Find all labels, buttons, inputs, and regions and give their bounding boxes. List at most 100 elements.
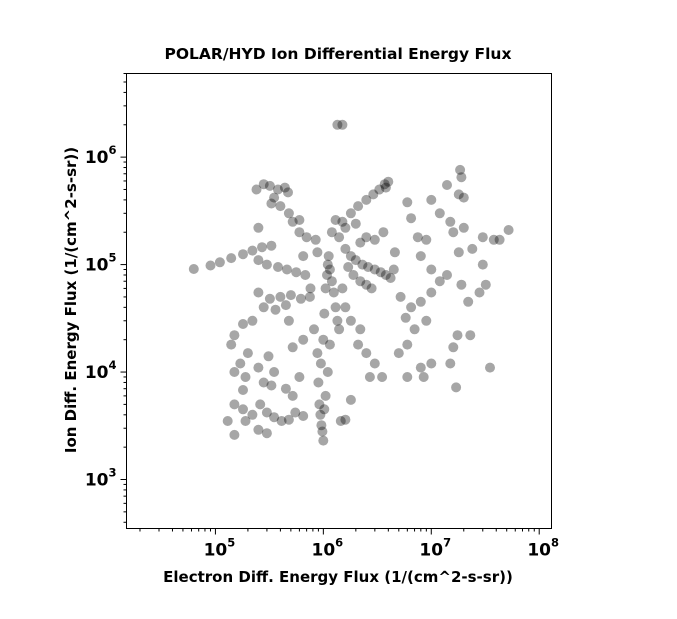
data-point <box>350 218 361 229</box>
data-point <box>226 339 237 350</box>
data-point <box>270 304 281 315</box>
data-point <box>253 255 264 266</box>
data-point <box>456 279 467 290</box>
data-point <box>378 227 389 238</box>
data-point <box>253 362 264 373</box>
plot-frame <box>126 73 552 529</box>
data-point <box>304 291 315 302</box>
data-point <box>364 372 375 382</box>
data-point <box>350 255 361 266</box>
data-point <box>445 358 456 369</box>
data-point <box>465 330 476 341</box>
data-point <box>363 262 374 272</box>
data-point <box>294 372 305 382</box>
data-point <box>315 358 326 369</box>
data-point <box>261 428 272 439</box>
data-point <box>334 232 345 243</box>
data-point <box>258 179 269 190</box>
data-point <box>273 262 283 272</box>
data-point <box>310 234 321 245</box>
y-tick-label: 105 <box>85 251 117 276</box>
data-point <box>418 372 429 382</box>
data-point <box>328 287 339 298</box>
data-point <box>395 291 406 302</box>
data-point <box>388 264 399 275</box>
data-point <box>421 234 432 245</box>
data-point <box>247 315 258 326</box>
data-point <box>406 302 417 313</box>
data-point <box>415 296 426 307</box>
data-point <box>300 270 311 280</box>
data-point <box>205 260 216 271</box>
data-point <box>283 187 293 198</box>
data-point <box>452 330 463 341</box>
data-point <box>477 259 488 270</box>
data-point <box>238 385 248 395</box>
data-point <box>238 319 248 329</box>
data-point <box>488 234 499 245</box>
data-point <box>361 348 372 359</box>
y-tick-label: 103 <box>85 466 117 491</box>
data-point <box>458 222 469 233</box>
x-minor-ticks <box>139 528 540 535</box>
data-point <box>280 300 291 311</box>
data-point <box>369 358 380 369</box>
data-point <box>494 234 505 245</box>
data-point <box>421 315 432 326</box>
data-point <box>361 279 372 290</box>
chart-title: POLAR/HYD Ion Differential Energy Flux <box>165 45 512 63</box>
data-point <box>253 424 264 435</box>
data-point <box>348 270 359 280</box>
data-point <box>332 119 343 130</box>
data-point <box>402 372 413 382</box>
data-point <box>264 293 275 304</box>
data-point <box>229 367 240 377</box>
data-point <box>323 251 334 262</box>
data-point <box>402 339 413 350</box>
data-point <box>453 189 464 200</box>
data-point <box>415 362 426 373</box>
data-point <box>253 222 264 233</box>
x-tick-label: 107 <box>419 536 451 561</box>
data-point <box>283 414 294 425</box>
data-point <box>340 302 351 313</box>
data-point <box>255 399 266 410</box>
data-point <box>361 194 372 205</box>
data-point <box>315 409 326 420</box>
x-tick-label: 106 <box>312 536 344 561</box>
data-point <box>353 339 364 350</box>
data-point <box>380 270 391 280</box>
data-point <box>313 377 324 388</box>
data-point <box>258 377 269 388</box>
data-point <box>229 429 240 440</box>
data-point <box>456 172 467 183</box>
y-axis-ticks: 103 104 105 106 <box>85 143 117 490</box>
data-point <box>345 208 356 219</box>
data-point <box>322 367 333 377</box>
data-point <box>258 302 269 313</box>
data-point <box>366 283 377 294</box>
data-point <box>305 283 316 294</box>
data-point <box>330 302 341 313</box>
data-point <box>266 198 277 209</box>
data-point <box>229 330 240 341</box>
data-point <box>287 216 298 227</box>
data-point <box>474 287 485 298</box>
data-point <box>355 237 366 248</box>
data-point <box>322 259 333 270</box>
data-point <box>340 243 351 254</box>
data-point <box>261 407 272 418</box>
y-minor-ticks <box>120 73 127 523</box>
data-point <box>264 180 275 191</box>
data-point <box>290 407 301 418</box>
data-point <box>266 380 277 391</box>
y-tick-label: 104 <box>85 358 117 383</box>
data-point <box>238 249 248 260</box>
data-point <box>453 247 464 258</box>
data-point <box>287 342 298 353</box>
data-point <box>324 339 335 350</box>
data-point <box>402 197 413 208</box>
data-point <box>275 201 286 212</box>
data-point <box>458 192 469 203</box>
data-point <box>442 180 452 190</box>
